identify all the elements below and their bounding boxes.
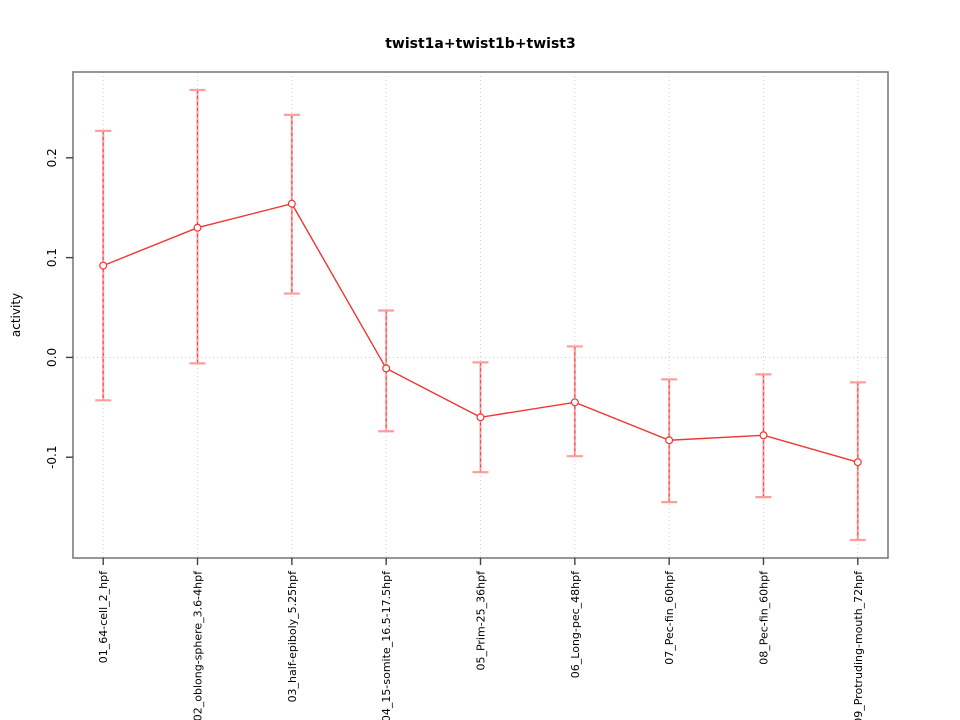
x-tick-label: 01_64-cell_2_hpf [97, 570, 110, 663]
data-point [665, 436, 674, 445]
y-axis-label: activity [9, 293, 23, 337]
chart-title: twist1a+twist1b+twist3 [385, 36, 576, 52]
x-tick-label: 03_half-epiboly_5.25hpf [286, 570, 299, 703]
x-tick-label: 06_Long-pec_48hpf [569, 570, 582, 678]
data-point [99, 261, 108, 270]
x-tick-label: 07_Pec-fin_60hpf [663, 570, 676, 665]
x-tick-label: 09_Protruding-mouth_72hpf [852, 570, 865, 720]
data-point [193, 223, 202, 232]
data-point [287, 199, 296, 208]
y-tick-label: 0.2 [45, 148, 59, 167]
x-tick-label: 02_oblong-sphere_3.6-4hpf [192, 570, 205, 720]
data-point [382, 364, 391, 373]
y-tick-label: 0.0 [45, 348, 59, 367]
x-tick-label: 05_Prim-25_36hpf [475, 570, 488, 671]
data-point [476, 413, 485, 422]
data-point [570, 398, 579, 407]
x-tick-label: 04_15-somite_16.5-17.5hpf [380, 570, 393, 720]
x-tick-label: 08_Pec-fin_60hpf [757, 570, 770, 665]
data-point [759, 431, 768, 440]
data-point [853, 458, 862, 467]
y-tick-label: 0.1 [45, 248, 59, 267]
y-tick-label: -0.1 [45, 445, 59, 468]
